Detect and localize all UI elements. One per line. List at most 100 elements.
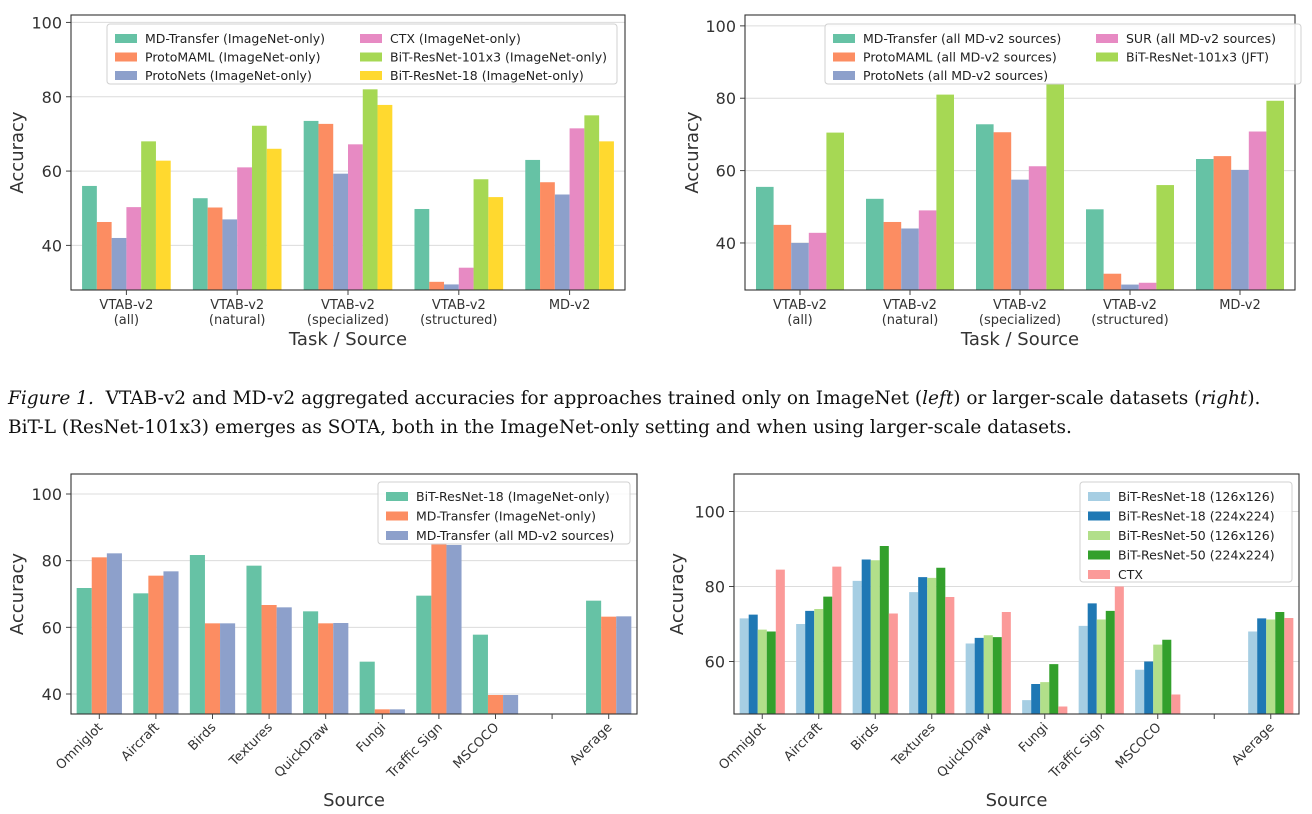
bar — [189, 555, 205, 714]
legend-label: ProtoMAML (all MD-v2 sources) — [863, 50, 1057, 65]
x-tick-label: VTAB-v2 — [321, 298, 375, 313]
legend-swatch — [1096, 52, 1118, 62]
legend-label: CTX (ImageNet-only) — [390, 31, 521, 46]
bar — [458, 267, 474, 290]
bar — [879, 546, 889, 714]
legend-swatch — [360, 71, 382, 80]
figure-caption: Figure 1. VTAB-v2 and MD-v2 aggregated a… — [8, 384, 1308, 442]
x-tick-label: VTAB-v2 — [210, 298, 264, 313]
legend-swatch — [1088, 550, 1110, 560]
legend-label: BiT-ResNet-18 (224x224) — [1118, 509, 1275, 524]
x-tick-label: VTAB-v2 — [99, 298, 153, 313]
bar — [126, 207, 142, 290]
bar — [1121, 284, 1139, 290]
bar — [927, 577, 937, 714]
y-axis-title: Accuracy — [667, 553, 688, 636]
x-tick-label: Aircraft — [781, 720, 825, 764]
bar — [1156, 185, 1174, 290]
bar — [976, 124, 994, 291]
bar — [965, 643, 975, 714]
x-tick-label: Aircraft — [119, 720, 163, 764]
bar — [82, 185, 97, 290]
legend-label: MD-Transfer (all MD-v2 sources) — [863, 31, 1061, 46]
bar — [251, 125, 267, 290]
legend-label: CTX — [1118, 567, 1143, 582]
bar — [266, 148, 282, 290]
bar — [1049, 664, 1059, 714]
bar — [1031, 684, 1041, 714]
y-axis-title: Accuracy — [682, 111, 703, 194]
legend-swatch — [833, 34, 855, 43]
legend-label: MD-Transfer (ImageNet-only) — [416, 509, 596, 524]
bar — [554, 194, 570, 290]
bar — [748, 614, 758, 714]
bar — [133, 593, 149, 714]
bar — [909, 592, 919, 714]
legend-swatch — [1088, 492, 1110, 501]
legend-box — [377, 481, 631, 545]
bar — [1153, 644, 1163, 714]
legend-swatch — [360, 52, 382, 62]
legend-label: BiT-ResNet-18 (ImageNet-only) — [390, 68, 584, 83]
x-tick-label: Fungi — [354, 720, 389, 755]
bar — [993, 132, 1012, 290]
x-tick-label: (all) — [114, 313, 139, 328]
chart-bottom-right: 60 80 100 Omniglot Aircraft Birds TexturesQuic… — [667, 473, 1300, 811]
axes-frame — [70, 473, 638, 715]
bar — [503, 695, 519, 714]
x-tick-label: VTAB-v2 — [1103, 298, 1157, 313]
bar — [1196, 159, 1214, 290]
bar — [808, 232, 827, 290]
y-tick-label: 60 — [42, 618, 62, 637]
legend-swatch — [833, 52, 855, 62]
bar — [1275, 612, 1285, 714]
bar — [333, 623, 349, 714]
bar — [359, 661, 375, 714]
legend-label: ProtoNets (all MD-v2 sources) — [863, 68, 1048, 83]
legend-swatch — [115, 52, 137, 62]
bar — [163, 571, 179, 714]
bar — [487, 695, 504, 714]
legend-label: SUR (all MD-v2 sources) — [1126, 31, 1276, 46]
legend-label: BiT-ResNet-18 (126x126) — [1118, 489, 1275, 504]
x-tick-label: Traffic Sign — [384, 720, 446, 782]
y-tick-label: 80 — [42, 88, 62, 107]
bar — [1138, 282, 1157, 290]
y-tick-label: 80 — [716, 89, 736, 108]
x-tick-label: (specialized) — [307, 313, 389, 328]
legend-swatch — [1088, 531, 1110, 540]
legend-label: ProtoNets (ImageNet-only) — [145, 68, 312, 83]
caption-line-2: BiT-L (ResNet-101x3) emerges as SOTA, bo… — [8, 417, 1072, 438]
bar — [416, 595, 432, 714]
x-tick-label: QuickDraw — [934, 720, 995, 781]
legend-swatch — [386, 492, 408, 501]
chart-panel-bottom-right: 60 80 100 Omniglot Aircraft Birds Textures Quic… — [660, 462, 1310, 814]
bar — [1162, 639, 1172, 714]
x-tick-label: Omniglot — [53, 720, 106, 773]
x-axis-title: Task / Source — [288, 329, 407, 350]
bar — [431, 543, 447, 714]
bar — [1011, 179, 1029, 290]
x-tick-label: MD-v2 — [1219, 298, 1261, 313]
bar — [1213, 156, 1232, 290]
x-tick-label: QuickDraw — [272, 720, 333, 781]
legend-label: BiT-ResNet-50 (126x126) — [1118, 528, 1275, 543]
bar — [852, 580, 862, 714]
bar — [1248, 131, 1267, 290]
legend-swatch — [833, 71, 855, 80]
bar — [918, 210, 937, 290]
y-tick-label: 80 — [42, 552, 62, 571]
bar — [870, 560, 880, 714]
caption-right-word: right — [1201, 388, 1248, 409]
bar — [318, 623, 334, 714]
bar — [773, 224, 792, 290]
bar — [106, 553, 122, 714]
bar — [1058, 706, 1068, 714]
y-tick-label: 100 — [694, 503, 725, 522]
caption-text-2: ) or larger-scale datasets ( — [953, 388, 1202, 409]
bar — [1096, 619, 1106, 714]
x-tick-label: (structured) — [420, 313, 497, 328]
legend-swatch — [1096, 34, 1118, 43]
y-tick-label: 40 — [42, 685, 62, 704]
bar — [488, 197, 504, 290]
